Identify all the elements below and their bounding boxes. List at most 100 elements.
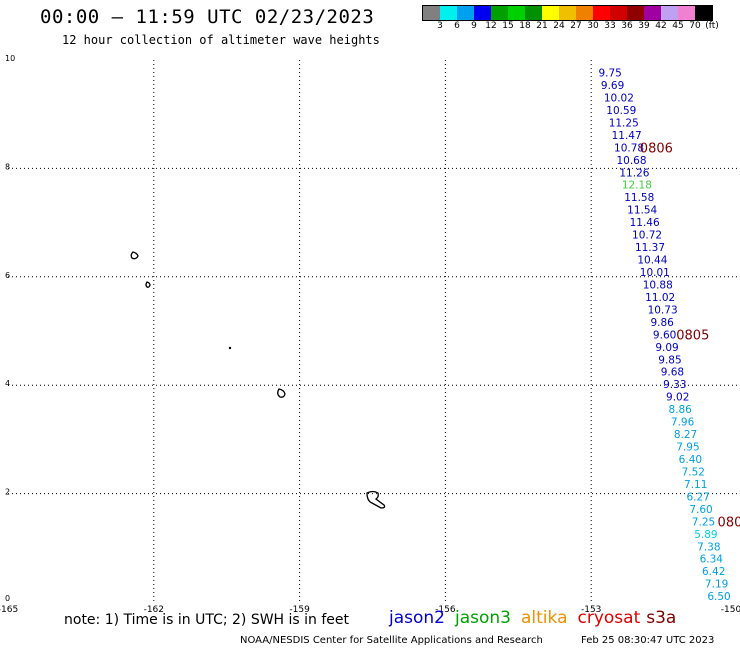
color-swatch (695, 6, 712, 20)
swh-point-label: 10.72 (632, 230, 662, 242)
swh-point-label: 5.89 (694, 529, 717, 541)
color-scale-label: 33 (604, 21, 616, 31)
island-outlines-layer (130, 251, 386, 509)
swh-point-label: 9.69 (601, 80, 624, 92)
generated-timestamp: Feb 25 08:30:47 UTC 2023 (581, 635, 715, 646)
x-tick-label: -165 (0, 605, 18, 615)
credit-text: NOAA/NESDIS Center for Satellite Applica… (240, 635, 543, 646)
swh-point-label: 6.50 (707, 591, 730, 603)
swh-point-label: 11.46 (630, 217, 660, 229)
page-subtitle: 12 hour collection of altimeter wave hei… (62, 33, 380, 47)
swh-point-label: 6.42 (702, 566, 725, 578)
swh-point-label: 6.27 (686, 491, 709, 503)
y-tick-label: 4 (5, 379, 10, 388)
swh-point-label: 11.02 (645, 292, 675, 304)
color-swatch (593, 6, 610, 20)
x-tick-label: -150 (721, 605, 740, 615)
page-title: 00:00 — 11:59 UTC 02/23/2023 (40, 6, 375, 28)
color-scale-label: 18 (519, 21, 531, 31)
swh-point-label: 11.58 (624, 192, 654, 204)
island-outline (366, 490, 386, 509)
tick-labels-layer: -165 -162 -159 -156 -153 -150 0 2 4 6 8 10 (0, 54, 740, 615)
satellite-legend-item: jason2 (389, 608, 445, 628)
color-swatch (440, 6, 457, 20)
color-swatch (474, 6, 491, 20)
island-outline (277, 388, 286, 398)
swh-point-label: 10.01 (640, 267, 670, 279)
swh-point-label: 9.02 (666, 392, 689, 404)
swh-point-label: 11.26 (619, 167, 649, 179)
swh-point-label: 7.96 (671, 417, 695, 429)
color-scale-label: 45 (672, 21, 684, 31)
y-tick-label: 0 (5, 594, 10, 603)
time-annotations-layer: 080608050800 (640, 141, 740, 530)
color-scale-label: 9 (471, 21, 477, 31)
swh-point-label: 11.25 (609, 117, 639, 129)
color-swatch (678, 6, 695, 20)
color-scale-label: 39 (638, 21, 650, 31)
color-scale-bar (422, 5, 713, 21)
grid-layer (8, 60, 737, 602)
swh-point-label: 10.78 (614, 142, 644, 154)
swh-point-label: 9.09 (655, 342, 678, 354)
satellite-legend-item: altika (521, 608, 568, 628)
color-swatch (508, 6, 525, 20)
island-outline (228, 346, 232, 350)
color-scale-label: 30 (587, 21, 599, 31)
swh-point-label: 7.19 (705, 579, 728, 591)
color-swatch (559, 6, 576, 20)
color-scale-label: 36 (621, 21, 633, 31)
x-tick-label: -153 (581, 605, 601, 615)
y-tick-label: 10 (5, 54, 15, 63)
color-scale-label: 24 (553, 21, 565, 31)
color-scale-label: 6 (454, 21, 460, 31)
x-tick-label: -159 (289, 605, 310, 615)
color-swatch (644, 6, 661, 20)
swh-point-label: 9.68 (661, 367, 684, 379)
color-scale-label: 3 (437, 21, 443, 31)
swh-point-label: 7.52 (682, 466, 705, 478)
swh-point-label: 9.33 (663, 379, 686, 391)
color-swatch (542, 6, 559, 20)
color-swatch (661, 6, 678, 20)
color-swatch (610, 6, 627, 20)
color-scale-label: 21 (536, 21, 548, 31)
swh-point-label: 6.40 (679, 454, 702, 466)
satellite-legend-item: jason3 (455, 608, 511, 628)
swh-point-label: 11.37 (635, 242, 665, 254)
color-swatch (457, 6, 474, 20)
satellite-legend: jason2 jason3 altika cryosat s3a (389, 608, 676, 628)
color-scale-label: 27 (570, 21, 582, 31)
y-tick-label: 8 (5, 162, 10, 171)
color-swatch (491, 6, 508, 20)
y-tick-label: 2 (5, 488, 10, 497)
color-swatch (627, 6, 644, 20)
swh-point-label: 7.60 (689, 504, 712, 516)
island-outline (145, 281, 151, 288)
satellite-legend-item: s3a (646, 608, 677, 628)
satellite-legend-item: cryosat (577, 608, 641, 628)
swh-point-label: 11.47 (612, 130, 642, 142)
swh-point-label: 10.88 (643, 279, 673, 291)
color-swatch (525, 6, 542, 20)
x-tick-label: -156 (435, 605, 456, 615)
data-points-layer: 9.759.6910.0210.5911.2511.4710.7810.6811… (598, 68, 730, 604)
color-scale-label: (ft) (705, 21, 719, 31)
color-scale-label: 70 (689, 21, 701, 31)
swh-point-label: 9.60 (653, 329, 676, 341)
swh-point-label: 9.75 (598, 68, 621, 80)
time-annotation: 080 (718, 515, 740, 530)
color-swatch (576, 6, 593, 20)
color-swatch (423, 6, 440, 20)
time-annotation: 0805 (676, 328, 709, 343)
x-tick-label: -162 (144, 605, 164, 615)
color-scale-label: 42 (655, 21, 667, 31)
swh-point-label: 7.38 (697, 541, 720, 553)
color-scale-label: 12 (485, 21, 497, 31)
swh-point-label: 7.25 (692, 516, 715, 528)
swh-point-label: 9.85 (658, 354, 681, 366)
swh-point-label: 8.86 (668, 404, 692, 416)
swh-point-label: 10.02 (604, 92, 634, 104)
swh-point-label: 7.95 (676, 442, 699, 454)
